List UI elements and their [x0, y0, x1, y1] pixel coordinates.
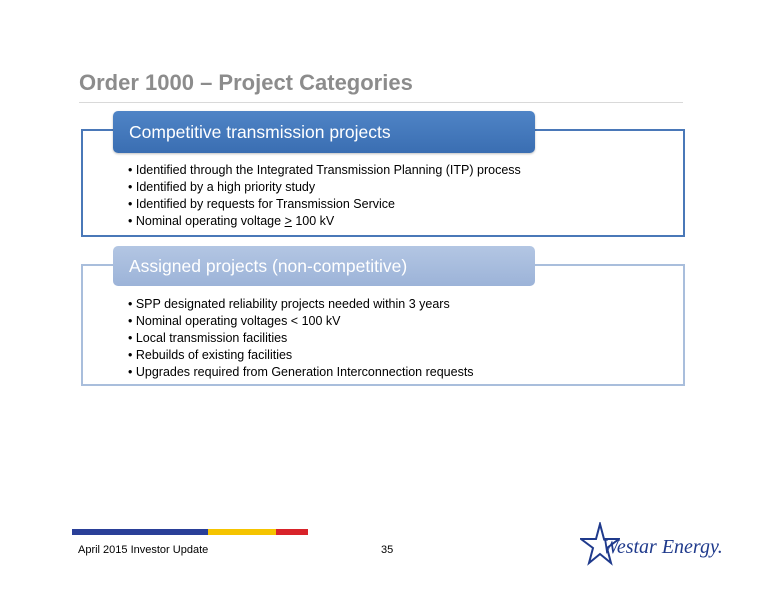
- assigned-projects-list: • SPP designated reliability projects ne…: [128, 296, 474, 381]
- list-item: • Identified by a high priority study: [128, 180, 316, 194]
- logo-text: Westar Energy.: [602, 536, 723, 558]
- competitive-projects-list: • Identified through the Integrated Tran…: [128, 162, 521, 230]
- list-item: • SPP designated reliability projects ne…: [128, 297, 450, 311]
- list-item: • Local transmission facilities: [128, 331, 288, 345]
- list-item: • Identified through the Integrated Tran…: [128, 163, 521, 177]
- assigned-projects-header-label: Assigned projects (non-competitive): [129, 255, 408, 276]
- title-divider: [79, 102, 683, 103]
- greater-or-equal-symbol: >: [284, 214, 292, 228]
- page-title: Order 1000 – Project Categories: [79, 70, 413, 95]
- star-icon: [580, 522, 620, 566]
- footer-stripe-blue: [72, 529, 208, 535]
- list-item: • Nominal operating voltage > 100 kV: [128, 213, 521, 230]
- assigned-projects-header: Assigned projects (non-competitive): [113, 246, 535, 286]
- footer-stripe-yellow: [208, 529, 276, 535]
- list-item: • Rebuilds of existing facilities: [128, 348, 293, 362]
- footer-stripe-red: [276, 529, 308, 535]
- list-item: • Upgrades required from Generation Inte…: [128, 365, 474, 379]
- list-item-text: 100 kV: [291, 214, 335, 228]
- page-number: 35: [381, 544, 394, 556]
- competitive-projects-header-label: Competitive transmission projects: [129, 121, 391, 142]
- company-logo: Westar Energy.: [580, 522, 723, 570]
- list-item-text: • Nominal operating voltage: [128, 214, 285, 228]
- competitive-projects-header: Competitive transmission projects: [113, 111, 535, 153]
- footer-label: April 2015 Investor Update: [78, 544, 209, 556]
- list-item: • Nominal operating voltages < 100 kV: [128, 314, 341, 328]
- list-item: • Identified by requests for Transmissio…: [128, 197, 395, 211]
